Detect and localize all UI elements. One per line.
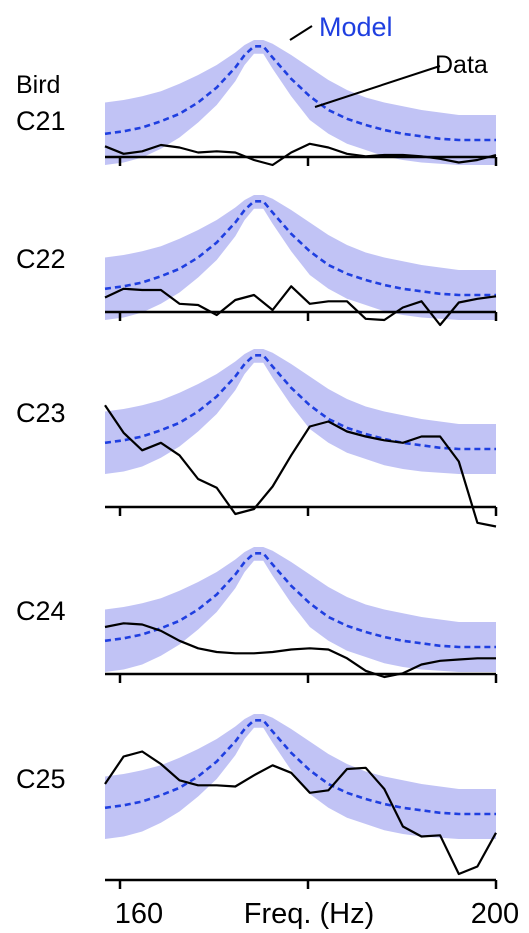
panel-label: C25 bbox=[16, 764, 66, 794]
panels: C21 C22 C23 C24 C25 bbox=[16, 40, 498, 889]
panel-c25: C25 bbox=[16, 714, 498, 889]
panel-c22: C22 bbox=[16, 195, 498, 327]
x-tick-label-200: 200 bbox=[471, 898, 519, 930]
model-confidence-band bbox=[105, 547, 496, 672]
bird-label: Bird bbox=[16, 71, 60, 99]
panel-label: C24 bbox=[16, 596, 66, 626]
data-line bbox=[104, 750, 497, 876]
data-line bbox=[104, 622, 496, 679]
panel-c23: C23 bbox=[16, 349, 498, 528]
model-line bbox=[104, 718, 496, 816]
model-line bbox=[104, 200, 496, 297]
panel-c24: C24 bbox=[16, 547, 498, 683]
data-pointer-line bbox=[314, 65, 441, 108]
model-confidence-band bbox=[105, 349, 496, 474]
x-axis-label: Freq. (Hz) bbox=[244, 898, 375, 930]
data-annotation: Data bbox=[435, 51, 488, 79]
data-line bbox=[104, 404, 497, 528]
model-line bbox=[104, 44, 496, 142]
model-confidence-band bbox=[105, 714, 496, 839]
panel-label: C22 bbox=[16, 244, 66, 274]
panel-c21: C21 bbox=[16, 40, 498, 167]
panel-label: C23 bbox=[16, 398, 66, 428]
panel-label: C21 bbox=[16, 106, 66, 136]
model-line bbox=[104, 551, 496, 649]
model-annotation: Model bbox=[319, 12, 393, 42]
model-line bbox=[104, 353, 496, 451]
model-confidence-band bbox=[105, 195, 496, 320]
model-pointer-line bbox=[289, 25, 313, 41]
x-tick-label-160: 160 bbox=[115, 898, 163, 930]
